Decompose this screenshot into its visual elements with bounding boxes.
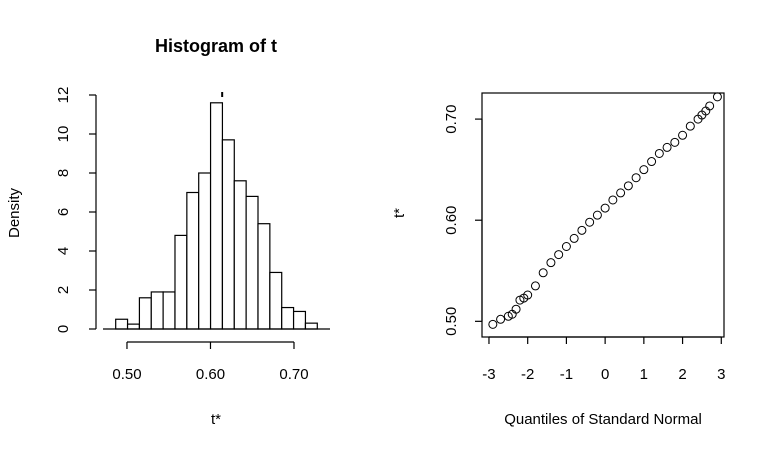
x-tick-label: 0.50: [112, 366, 141, 383]
bar: [269, 271, 283, 330]
x-tick-label: 0.60: [196, 366, 225, 383]
x-tick-label: -3: [482, 366, 495, 383]
bar: [162, 291, 176, 330]
x-tick-label: -1: [560, 366, 573, 383]
point: [705, 101, 715, 111]
bar: [245, 195, 259, 330]
bar: [150, 291, 164, 330]
point: [554, 250, 564, 260]
bar: [174, 234, 188, 330]
point: [585, 217, 595, 227]
bar: [281, 306, 295, 330]
point: [670, 137, 680, 147]
point: [546, 258, 556, 268]
point: [662, 142, 672, 152]
bar: [115, 318, 129, 330]
point: [600, 203, 610, 213]
bar: [304, 322, 318, 330]
point: [511, 304, 521, 314]
bar: [198, 172, 212, 330]
point: [608, 195, 618, 205]
y-axis-label: Density: [6, 187, 23, 238]
point: [530, 281, 540, 291]
bar: [257, 223, 271, 330]
y-tick-label: 0.50: [443, 307, 460, 336]
y-tick-label: 6: [55, 208, 72, 216]
point: [654, 148, 664, 158]
y-tick-label: 0: [55, 325, 72, 333]
y-axis-label: t*: [391, 208, 408, 218]
y-tick-label: 8: [55, 169, 72, 177]
y-tick-label: 4: [55, 247, 72, 255]
bar: [186, 191, 200, 330]
x-tick-label: 0: [601, 366, 609, 383]
x-tick-label: 2: [678, 366, 686, 383]
point: [639, 165, 649, 175]
point: [712, 92, 722, 102]
x-tick-label: -2: [521, 366, 534, 383]
bar: [292, 310, 307, 330]
y-tick-label: 2: [55, 286, 72, 294]
x-axis-label: Quantiles of Standard Normal: [504, 411, 702, 428]
point: [577, 225, 587, 235]
x-tick-label: 3: [717, 366, 725, 383]
point: [623, 181, 633, 191]
point: [685, 121, 695, 131]
y-tick-label: 10: [55, 126, 72, 143]
point: [523, 290, 533, 300]
point: [631, 173, 641, 183]
x-tick-label: 1: [640, 366, 648, 383]
point: [538, 268, 548, 278]
point: [647, 157, 657, 167]
bar: [138, 297, 152, 330]
x-tick-label: 0.70: [279, 366, 308, 383]
point: [488, 319, 498, 329]
point: [592, 210, 602, 220]
point: [496, 314, 506, 324]
bar: [233, 180, 247, 330]
y-tick-label: 0.70: [443, 104, 460, 133]
x-axis-label: t*: [211, 411, 221, 428]
bar: [126, 323, 141, 330]
bar: [209, 102, 224, 330]
point: [561, 241, 571, 251]
point: [616, 188, 626, 198]
point: [678, 130, 688, 140]
point: [569, 233, 579, 243]
y-tick-label: 0.60: [443, 206, 460, 235]
chart-title: Histogram of t: [155, 36, 277, 56]
bar: [221, 139, 235, 330]
y-tick-label: 12: [55, 87, 72, 104]
